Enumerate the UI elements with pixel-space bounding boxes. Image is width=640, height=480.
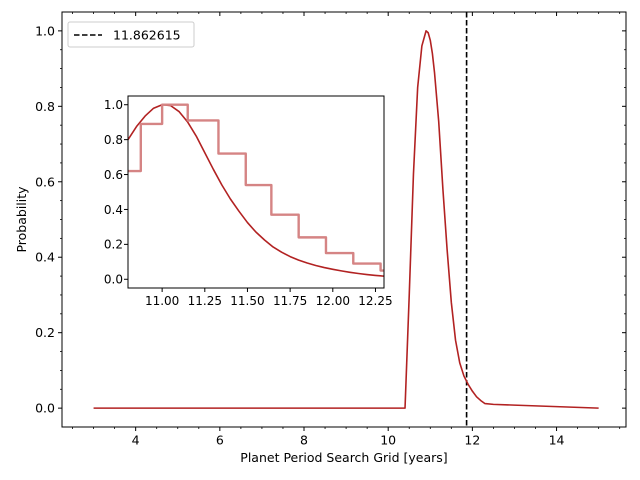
- inset-x-tick-label: 11.25: [188, 294, 222, 308]
- main-y-tick-label: 0.4: [35, 250, 55, 265]
- inset-y-tick-label: 0.8: [104, 133, 123, 147]
- inset-x-tick-label: 12.00: [316, 294, 350, 308]
- main-y-axis-label: Probability: [14, 186, 29, 253]
- inset-x-tick-label: 11.75: [273, 294, 307, 308]
- inset-axes-frame: [127, 95, 385, 289]
- main-y-tick-label: 0.8: [35, 99, 55, 114]
- inset-y-tick-label: 0.0: [104, 273, 123, 287]
- inset-y-tick-label: 0.2: [104, 238, 123, 252]
- inset-x-tick-label: 11.00: [145, 294, 179, 308]
- inset-x-tick-label: 11.50: [230, 294, 264, 308]
- main-x-tick-label: 12: [464, 433, 480, 448]
- main-y-tick-label: 0.0: [35, 401, 55, 416]
- legend-label: 11.862615: [113, 28, 181, 43]
- main-x-tick-label: 4: [132, 433, 140, 448]
- main-series-0-curve: [93, 30, 599, 409]
- inset-y-tick-label: 0.4: [104, 203, 123, 217]
- inset-y-tick-label: 0.6: [104, 168, 123, 182]
- main-x-tick-label: 10: [380, 433, 396, 448]
- inset-axes-background: [128, 96, 384, 288]
- main-y-tick-label: 1.0: [35, 23, 55, 38]
- main-y-tick-label: 0.6: [35, 174, 55, 189]
- legend: 11.862615: [67, 21, 195, 48]
- inset-series-1-step: [128, 103, 384, 272]
- main-x-tick-label: 6: [216, 433, 224, 448]
- main-x-tick-label: 14: [549, 433, 565, 448]
- inset-y-tick-label: 1.0: [104, 98, 123, 112]
- main-x-tick-label: 8: [300, 433, 308, 448]
- main-x-axis-label: Planet Period Search Grid [years]: [240, 450, 447, 465]
- inset-plot: 11.00 11.25 11.50 11.75 12.00 12.25 0.0 0.2 0.4 0…: [104, 95, 393, 308]
- legend-box: [67, 21, 195, 48]
- main-y-tick-label: 0.2: [35, 325, 55, 340]
- inset-x-tick-label: 12.25: [358, 294, 392, 308]
